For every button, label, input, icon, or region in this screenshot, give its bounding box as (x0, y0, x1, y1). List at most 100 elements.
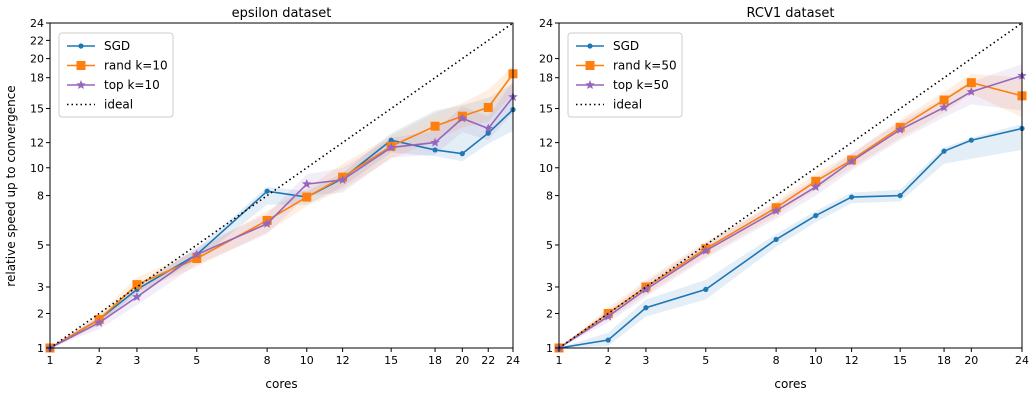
epsilon-y-tick-label: 15 (30, 103, 44, 116)
rcv1-point-top-k-50 (771, 205, 781, 215)
epsilon-legend: SGD rand k=10 top k=10 ideal (58, 32, 174, 118)
epsilon-point-top-k-10 (192, 249, 202, 259)
epsilon-y-tick-label: 2 (37, 307, 44, 320)
rcv1-legend-marker-sgd (587, 43, 593, 49)
rcv1-y-tick-label: 2 (546, 307, 553, 320)
rcv1-x-axis-title: cores (774, 377, 806, 391)
rcv1-y-tick-label: 3 (546, 281, 553, 294)
rcv1-legend-label-rand-k-50: rand k=50 (613, 59, 677, 73)
epsilon-point-rand-k-10 (132, 280, 142, 290)
rcv1-point-rand-k-50 (939, 95, 949, 105)
epsilon-y-tick-label: 1 (37, 342, 44, 355)
epsilon-y-tick-label: 18 (30, 72, 44, 85)
epsilon-point-top-k-10 (302, 179, 312, 189)
rcv1-legend-label-sgd: SGD (613, 39, 639, 53)
epsilon-point-top-k-10 (430, 137, 440, 147)
rcv1-point-sgd (643, 305, 649, 311)
epsilon-point-top-k-10 (483, 123, 493, 133)
rcv1-x-tick-label: 10 (809, 354, 823, 367)
rcv1-point-sgd (897, 192, 903, 199)
epsilon-point-sgd (485, 130, 491, 136)
epsilon-line-top-k-10 (49, 96, 514, 349)
epsilon-y-tick-label: 22 (30, 34, 44, 47)
rcv1-y-tick-label: 1 (546, 342, 553, 355)
rcv1-x-tick-label: 1 (556, 354, 563, 367)
epsilon-point-rand-k-10 (483, 102, 493, 112)
epsilon-x-tick-label: 18 (428, 354, 442, 367)
rcv1-point-rand-k-50 (811, 176, 821, 186)
epsilon-legend-label-rand-k-10: rand k=10 (104, 59, 168, 73)
epsilon-plot-frame (49, 22, 514, 349)
epsilon-legend-label-ideal: ideal (104, 98, 133, 112)
rcv1-x-tick-label: 5 (702, 354, 709, 367)
rcv1-plot-frame (558, 22, 1023, 349)
epsilon-chart-title: epsilon dataset (232, 6, 332, 21)
epsilon-line-ideal (49, 22, 514, 349)
epsilon-point-top-k-10 (337, 174, 348, 184)
epsilon-x-tick-label: 10 (300, 354, 314, 367)
epsilon-point-top-k-10 (457, 113, 468, 123)
rcv1-x-tick-label: 8 (773, 354, 780, 367)
epsilon-y-tick-label: 8 (37, 190, 44, 203)
rcv1-chart-title: RCV1 dataset (747, 6, 835, 21)
epsilon-legend-label-top-k-10: top k=10 (104, 78, 160, 92)
rcv1-point-top-k-50 (603, 311, 613, 321)
rcv1-y-tick-label: 15 (539, 103, 553, 116)
rcv1-point-top-k-50 (895, 124, 905, 134)
rcv1-point-top-k-50 (641, 284, 651, 294)
epsilon-y-tick-label: 3 (37, 281, 44, 294)
rcv1-band-sgd (559, 123, 1022, 348)
rcv1-point-top-k-50 (966, 86, 977, 96)
epsilon-legend-label-sgd: SGD (104, 39, 130, 53)
epsilon-point-rand-k-10 (302, 192, 312, 202)
epsilon-x-axis-title: cores (265, 377, 297, 391)
rcv1-legend-marker-rand-k-50 (585, 61, 595, 70)
rcv1-x-tick-label: 18 (937, 354, 951, 367)
epsilon-point-sgd (432, 147, 438, 153)
rcv1-y-tick-label: 20 (539, 53, 553, 66)
epsilon-point-top-k-10 (132, 291, 142, 301)
epsilon-legend-box (58, 32, 174, 118)
rcv1-legend-label-ideal: ideal (613, 98, 642, 112)
epsilon-x-tick-label: 3 (133, 354, 140, 367)
epsilon-x-tick-label: 2 (96, 354, 103, 367)
rcv1-line-ideal (558, 22, 1023, 349)
epsilon-x-tick-label: 22 (481, 354, 495, 367)
rcv1-x-tick-label: 15 (893, 354, 907, 367)
epsilon-series-group (45, 22, 518, 353)
rcv1-point-sgd (605, 337, 611, 343)
rcv1-point-top-k-50 (701, 245, 711, 255)
epsilon-x-tick-label: 1 (47, 354, 54, 367)
epsilon-x-tick-label: 15 (384, 354, 398, 367)
rcv1-y-tick-label: 8 (546, 190, 553, 203)
epsilon-x-tick-label: 20 (455, 354, 469, 367)
epsilon-point-top-k-10 (386, 142, 396, 152)
rcv1-y-tick-label: 5 (546, 239, 553, 252)
rcv1-point-top-k-50 (939, 102, 949, 112)
rcv1-y-tick-label: 18 (539, 72, 553, 85)
rcv1-legend: SGD rand k=50 top k=50 ideal (567, 32, 683, 118)
rcv1-point-rand-k-50 (966, 78, 976, 88)
epsilon-legend-marker-rand-k-10 (76, 61, 86, 70)
epsilon-point-rand-k-10 (192, 254, 202, 264)
rcv1-band-rand-k-50 (559, 73, 1022, 349)
epsilon-point-sgd (459, 151, 465, 157)
epsilon-point-rand-k-10 (430, 121, 440, 131)
epsilon-point-top-k-10 (262, 218, 272, 228)
rcv1-x-tick-label: 2 (605, 354, 612, 367)
rcv1-x-tick-label: 3 (642, 354, 649, 367)
rcv1-point-top-k-50 (811, 181, 821, 191)
epsilon-x-tick-label: 8 (264, 354, 271, 367)
epsilon-point-sgd (264, 188, 270, 194)
epsilon-band-sgd (50, 83, 513, 349)
epsilon-point-top-k-10 (94, 317, 104, 327)
epsilon-x-tick-label: 12 (336, 354, 350, 367)
rcv1-point-sgd (703, 286, 709, 293)
rcv1-point-sgd (941, 148, 947, 154)
rcv1-legend-box (567, 32, 683, 118)
epsilon-band-rand-k-10 (50, 66, 513, 348)
rcv1-series-group (554, 22, 1027, 353)
